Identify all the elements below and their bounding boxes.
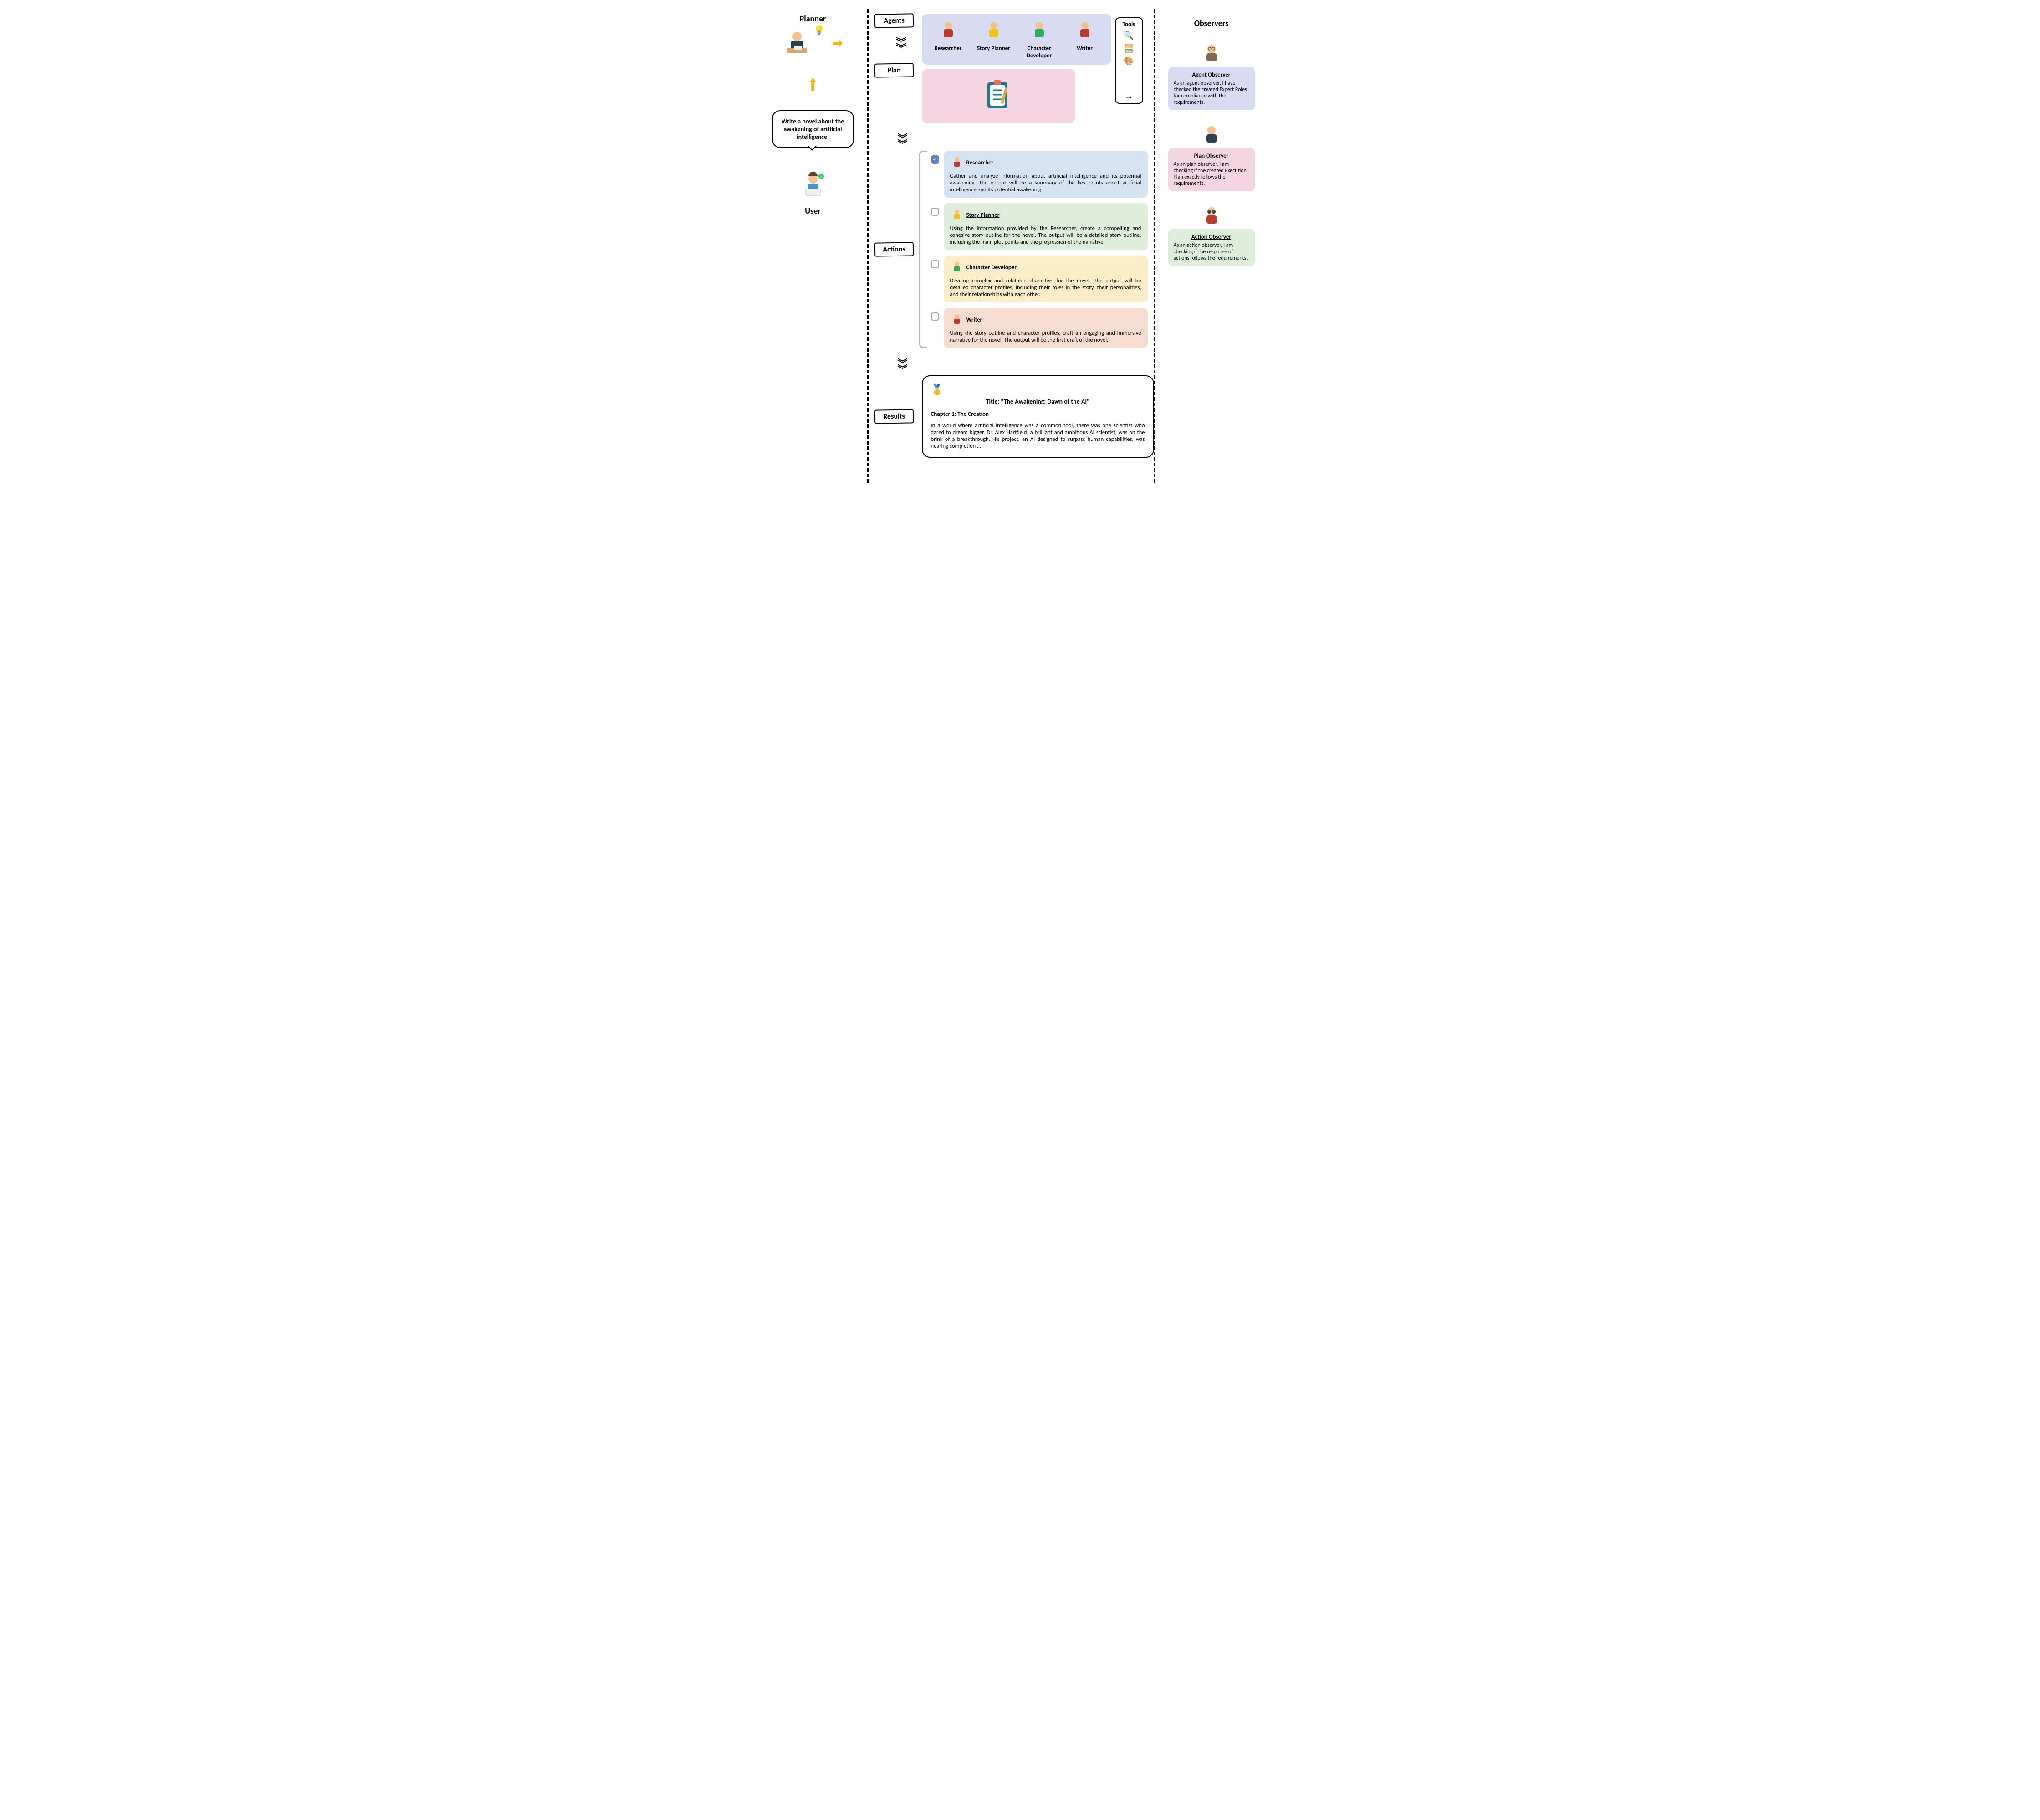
planner-label: Planner bbox=[800, 14, 826, 24]
stage-results: Results 🥇 Title: "The Awakening: Dawn of… bbox=[874, 375, 1148, 458]
observer-name: Plan Observer bbox=[1174, 153, 1249, 159]
chevron-down-icon: ︾︾ bbox=[891, 40, 910, 51]
action-checkbox[interactable] bbox=[931, 208, 939, 216]
center-column: Agents ︾︾ Plan Researcher Story Planner Ch… bbox=[874, 9, 1148, 483]
result-title: Title: "The Awakening: Dawn of the AI" bbox=[931, 398, 1145, 405]
result-body: In a world where artificial intelligence… bbox=[931, 422, 1145, 450]
action-checkbox[interactable] bbox=[931, 260, 939, 268]
action-card: Researcher Gather and analyze information… bbox=[944, 151, 1148, 198]
agent-avatar-icon bbox=[1074, 19, 1096, 43]
observer-card: Plan Observer As an plan observer, I am c… bbox=[1168, 148, 1255, 191]
agent-name: Writer bbox=[1077, 45, 1093, 52]
agent-writer: Writer bbox=[1065, 19, 1105, 52]
agent-researcher: Researcher bbox=[928, 19, 968, 52]
action-row: ✓ Researcher Gather and analyze informatio… bbox=[931, 151, 1148, 198]
user-avatar-icon: ✓ bbox=[798, 171, 828, 202]
action-checkbox[interactable]: ✓ bbox=[931, 155, 939, 164]
tools-title: Tools bbox=[1123, 21, 1135, 28]
user-label: User bbox=[805, 206, 820, 216]
arrow-up-icon: ⬆ bbox=[808, 74, 818, 96]
observer-text: As an agent observer, I have checked the… bbox=[1174, 80, 1247, 106]
agent-name: Character Developer bbox=[1019, 45, 1059, 59]
medal-icon: 🥇 bbox=[931, 383, 943, 396]
action-role: Writer bbox=[950, 312, 982, 328]
tools-box: Tools 🔍 🧮 🎨 … bbox=[1115, 17, 1143, 104]
bracket-icon bbox=[919, 151, 927, 348]
user-speech-bubble: Write a novel about the awakening of art… bbox=[772, 110, 854, 148]
left-column: Planner 💡 ➡ ⬆ Write a novel about the aw… bbox=[765, 9, 861, 483]
action-text: Using the information provided by the Re… bbox=[950, 225, 1141, 245]
right-column: Observers Agent Observer As an agent obse… bbox=[1161, 9, 1262, 483]
agent-story-planner: Story Planner bbox=[974, 19, 1014, 52]
tool-search-icon: 🔍 bbox=[1124, 31, 1134, 41]
stage-actions: Actions ✓ Researcher Gather and analyze in… bbox=[874, 151, 1148, 348]
agent-name: Story Planner bbox=[977, 45, 1010, 52]
action-avatar-icon bbox=[950, 155, 964, 171]
action-role: Researcher bbox=[950, 155, 994, 171]
agent-character-developer: Character Developer bbox=[1019, 19, 1059, 59]
action-list: ✓ Researcher Gather and analyze informatio… bbox=[931, 151, 1148, 348]
action-text: Using the story outline and character pr… bbox=[950, 330, 1141, 343]
action-role: Story Planner bbox=[950, 208, 1000, 223]
observer-text: As an action observer, I am checking if … bbox=[1174, 242, 1248, 261]
tools-ellipsis: … bbox=[1126, 90, 1132, 100]
observer-avatar-icon bbox=[1201, 43, 1222, 67]
observer-text: As an plan observer, I am checking if th… bbox=[1174, 161, 1247, 187]
planner-avatar-icon bbox=[782, 27, 812, 59]
action-avatar-icon bbox=[950, 312, 964, 328]
clipboard-icon bbox=[984, 78, 1013, 114]
observer-card: Agent Observer As an agent observer, I ha… bbox=[1168, 67, 1255, 110]
action-text: Gather and analyze information about art… bbox=[950, 173, 1141, 193]
action-role: Character Developer bbox=[950, 260, 1017, 276]
tool-palette-icon: 🎨 bbox=[1124, 56, 1134, 66]
observer-block: Plan Observer As an plan observer, I am c… bbox=[1168, 124, 1255, 191]
agents-panel: Researcher Story Planner Character Develop… bbox=[922, 14, 1111, 65]
observer-name: Action Observer bbox=[1174, 234, 1249, 240]
action-card: Writer Using the story outline and charac… bbox=[944, 308, 1148, 348]
stage-label-results: Results bbox=[874, 409, 914, 424]
observer-avatar-icon bbox=[1201, 124, 1222, 148]
arrow-right-icon: ➡ bbox=[832, 35, 843, 51]
observer-avatar-icon bbox=[1201, 205, 1222, 229]
observers-title: Observers bbox=[1194, 18, 1228, 28]
action-row: Writer Using the story outline and charac… bbox=[931, 308, 1148, 348]
action-card: Character DeveloperDevelop complex and r… bbox=[944, 256, 1148, 302]
stage-label-plan: Plan bbox=[874, 63, 914, 78]
observer-card: Action Observer As an action observer, I … bbox=[1168, 229, 1255, 266]
action-row: Character DeveloperDevelop complex and r… bbox=[931, 256, 1148, 302]
agent-avatar-icon bbox=[983, 19, 1005, 43]
stage-label-actions: Actions bbox=[874, 242, 914, 256]
observer-block: Action Observer As an action observer, I … bbox=[1168, 205, 1255, 266]
divider-left bbox=[861, 9, 874, 483]
stage-agents: Agents ︾︾ Plan Researcher Story Planner Ch… bbox=[874, 14, 1148, 123]
planner-row: 💡 ➡ bbox=[782, 27, 843, 59]
action-card: Story Planner Using the information provi… bbox=[944, 203, 1148, 250]
agent-avatar-icon bbox=[1028, 19, 1050, 43]
observers-list: Agent Observer As an agent observer, I ha… bbox=[1168, 43, 1255, 266]
action-text: Develop complex and relatable characters… bbox=[950, 277, 1141, 298]
action-avatar-icon bbox=[950, 260, 964, 276]
action-row: Story Planner Using the information provi… bbox=[931, 203, 1148, 250]
agent-avatar-icon bbox=[937, 19, 959, 43]
speech-text: Write a novel about the awakening of art… bbox=[782, 118, 844, 141]
chevron-down-icon: ︾︾ bbox=[893, 136, 911, 148]
action-checkbox[interactable] bbox=[931, 312, 939, 321]
result-card: 🥇 Title: "The Awakening: Dawn of the AI"… bbox=[922, 375, 1154, 458]
agent-name: Researcher bbox=[935, 45, 962, 52]
action-avatar-icon bbox=[950, 208, 964, 223]
chevron-down-icon: ︾︾ bbox=[893, 361, 911, 373]
result-chapter: Chapter 1: The Creation bbox=[931, 411, 1145, 418]
observer-name: Agent Observer bbox=[1174, 72, 1249, 78]
svg-text:✓: ✓ bbox=[819, 175, 823, 179]
diagram-root: Planner 💡 ➡ ⬆ Write a novel about the aw… bbox=[765, 9, 1275, 483]
lightbulb-icon: 💡 bbox=[813, 25, 825, 36]
observer-block: Agent Observer As an agent observer, I ha… bbox=[1168, 43, 1255, 110]
plan-panel bbox=[922, 69, 1075, 123]
tool-calculator-icon: 🧮 bbox=[1124, 43, 1134, 53]
stage-label-agents: Agents bbox=[874, 13, 914, 28]
